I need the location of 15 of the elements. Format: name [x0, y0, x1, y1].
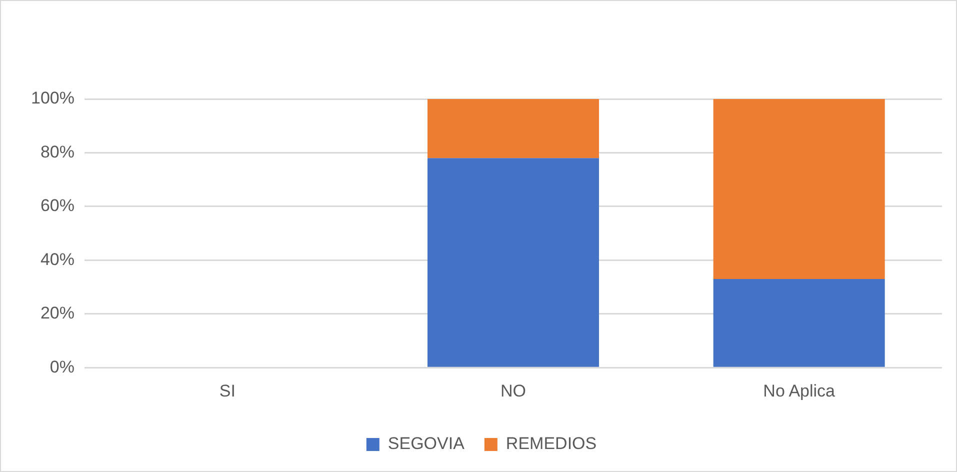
- legend-label: SEGOVIA: [388, 434, 466, 454]
- y-tick-label: 0%: [50, 357, 74, 376]
- y-tick-label: 60%: [40, 196, 74, 216]
- x-tick-label: NO: [500, 381, 526, 400]
- y-tick-label: 20%: [40, 304, 74, 323]
- bar: [427, 158, 599, 367]
- y-tick-label: 40%: [40, 250, 74, 269]
- bar: [713, 278, 885, 367]
- x-tick-label: SI: [219, 381, 236, 400]
- y-tick-label: 100%: [30, 88, 74, 108]
- legend-label: REMEDIOS: [506, 434, 597, 454]
- bar: [713, 99, 885, 279]
- x-tick-label: No Aplica: [763, 381, 836, 400]
- bar: [427, 99, 599, 158]
- y-tick-label: 80%: [40, 142, 74, 162]
